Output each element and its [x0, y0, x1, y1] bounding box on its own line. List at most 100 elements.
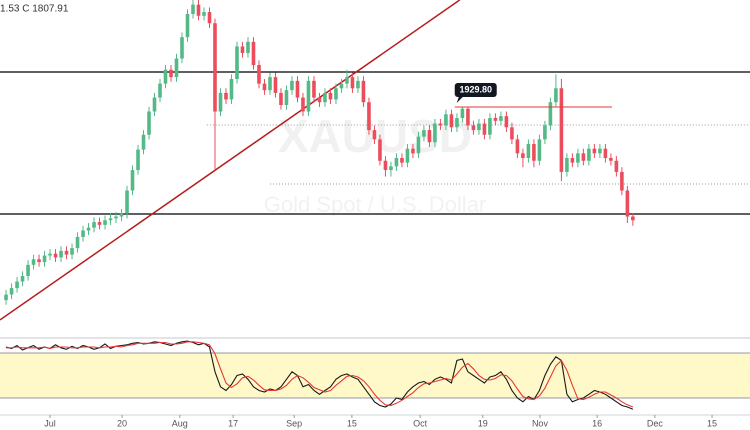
candle-body	[554, 88, 558, 103]
x-tick-label: Oct	[413, 418, 428, 428]
x-tick-label: 19	[478, 418, 488, 428]
x-tick-label: Aug	[172, 418, 188, 428]
candle-body	[273, 77, 278, 93]
candle-body	[224, 92, 228, 100]
x-tick-label: Sep	[286, 418, 302, 428]
candle-body	[488, 118, 492, 135]
candle-body	[587, 148, 591, 161]
candle-body	[416, 136, 421, 154]
x-tick-label: 17	[228, 418, 238, 428]
candle-body	[356, 80, 360, 89]
candle-body	[20, 275, 25, 282]
candle-body	[64, 250, 69, 255]
candle-body	[631, 216, 635, 221]
candle-body	[537, 139, 542, 161]
candle-body	[565, 157, 569, 172]
candle-body	[317, 97, 322, 103]
x-tick-label: Jul	[44, 418, 56, 428]
candle-body	[526, 144, 531, 158]
price-label-pointer	[456, 97, 463, 104]
candle-body	[301, 97, 305, 112]
candle-body	[372, 130, 377, 140]
candle-body	[119, 213, 124, 217]
candle-body	[103, 220, 107, 225]
candle-body	[378, 139, 382, 161]
candle-body	[59, 250, 63, 258]
candle-body	[444, 114, 448, 126]
candle-body	[174, 58, 179, 78]
candle-body	[504, 116, 509, 128]
candle-body	[581, 153, 586, 161]
candle-body	[460, 108, 465, 119]
candle-body	[576, 153, 580, 163]
candle-body	[229, 78, 234, 100]
candle-body	[70, 248, 74, 255]
candle-body	[389, 166, 393, 171]
candle-body	[438, 123, 443, 126]
candle-body	[339, 83, 344, 89]
candle-body	[37, 259, 41, 263]
candle-body	[405, 148, 410, 163]
price-label-box	[454, 83, 497, 98]
candle-body	[422, 130, 426, 137]
candle-body	[515, 139, 520, 154]
x-tick-label: Dec	[647, 418, 664, 428]
candle-body	[125, 190, 129, 214]
candle-body	[4, 294, 8, 301]
candle-body	[53, 253, 58, 258]
candle-body	[482, 123, 487, 135]
candle-body	[350, 77, 355, 89]
candle-body	[257, 65, 261, 84]
candle-body	[136, 149, 140, 171]
candle-body	[433, 123, 437, 143]
candle-body	[279, 92, 283, 106]
candle-body	[543, 125, 547, 140]
candle-body	[235, 46, 239, 79]
candle-body	[9, 288, 14, 295]
candle-body	[548, 102, 553, 126]
candle-body	[449, 114, 454, 128]
x-tick-label: 15	[707, 418, 717, 428]
candle-body	[493, 118, 498, 121]
candle-body	[152, 97, 157, 112]
candle-body	[213, 23, 217, 112]
candle-body	[394, 157, 399, 167]
x-tick-label: Nov	[532, 418, 549, 428]
candle-body	[42, 255, 47, 263]
candle-body	[163, 69, 168, 84]
candle-body	[196, 4, 201, 16]
candle-body	[570, 157, 575, 163]
candle-body	[141, 134, 146, 150]
x-tick-label: 20	[117, 418, 127, 428]
candle-body	[158, 83, 162, 98]
candle-body	[471, 125, 476, 131]
candle-body	[345, 77, 349, 84]
candle-body	[466, 108, 470, 126]
candle-body	[499, 116, 503, 121]
price-label: 1929.80	[459, 84, 492, 94]
candle-body	[180, 37, 184, 59]
candle-body	[383, 160, 388, 171]
candle-body	[185, 13, 190, 38]
candle-body	[306, 80, 311, 112]
candle-body	[114, 216, 118, 219]
x-tick-label: 15	[347, 418, 357, 428]
candle-body	[86, 227, 91, 231]
candle-body	[218, 92, 223, 112]
candle-body	[26, 264, 30, 276]
candle-body	[97, 222, 102, 225]
candle-body	[592, 148, 597, 154]
candle-body	[598, 148, 602, 154]
candle-body	[15, 281, 19, 289]
candle-body	[75, 236, 80, 249]
candle-body	[510, 127, 514, 140]
candle-body	[147, 111, 151, 135]
candle-body	[108, 218, 113, 221]
candle-body	[284, 90, 289, 106]
candle-body	[202, 12, 206, 16]
candle-body	[477, 123, 481, 131]
candle-body	[92, 222, 96, 228]
candle-body	[521, 153, 525, 158]
